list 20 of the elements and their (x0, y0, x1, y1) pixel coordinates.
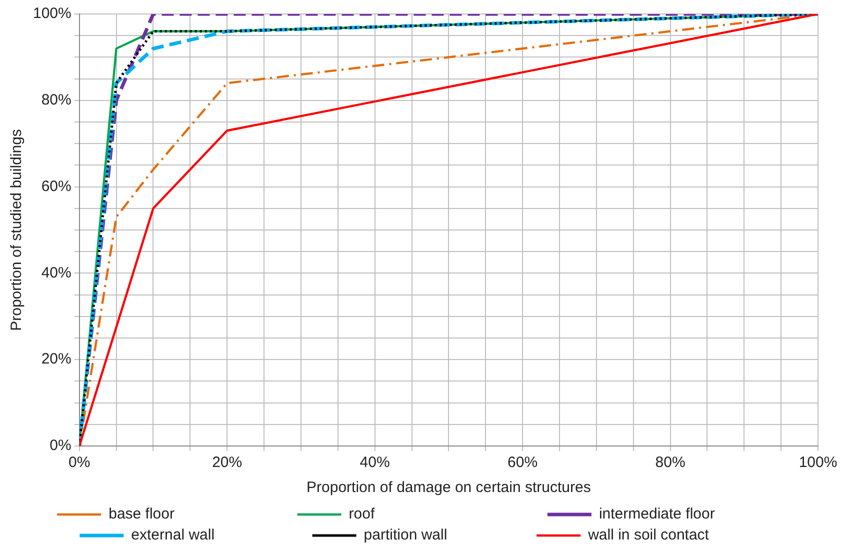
x-tick-label: 100% (798, 454, 838, 472)
legend-label: base floor (108, 506, 292, 523)
y-tick-label: 0% (50, 437, 72, 454)
y-axis-title: Proportion of studied buildings (8, 129, 26, 331)
legend-label: external wall (131, 526, 306, 544)
y-tick-label: 40% (41, 264, 72, 282)
y-tick-label: 60% (41, 178, 72, 195)
y-tick-label: 20% (41, 350, 72, 368)
y-tick-label: 100% (32, 5, 72, 22)
y-tick-label: 80% (41, 92, 72, 109)
legend-label: roof (348, 506, 542, 523)
x-tick-label: 0% (68, 454, 90, 472)
x-tick-label: 60% (508, 454, 538, 472)
legend-label: wall in soil contact (587, 526, 742, 544)
legend-label: intermediate floor (598, 506, 765, 523)
legend-label: partition wall (364, 526, 531, 544)
x-tick-label: 40% (360, 454, 390, 472)
x-tick-label: 20% (212, 454, 242, 472)
x-tick-label: 80% (655, 454, 686, 472)
x-axis-title: Proportion of damage on certain structures (306, 479, 591, 496)
